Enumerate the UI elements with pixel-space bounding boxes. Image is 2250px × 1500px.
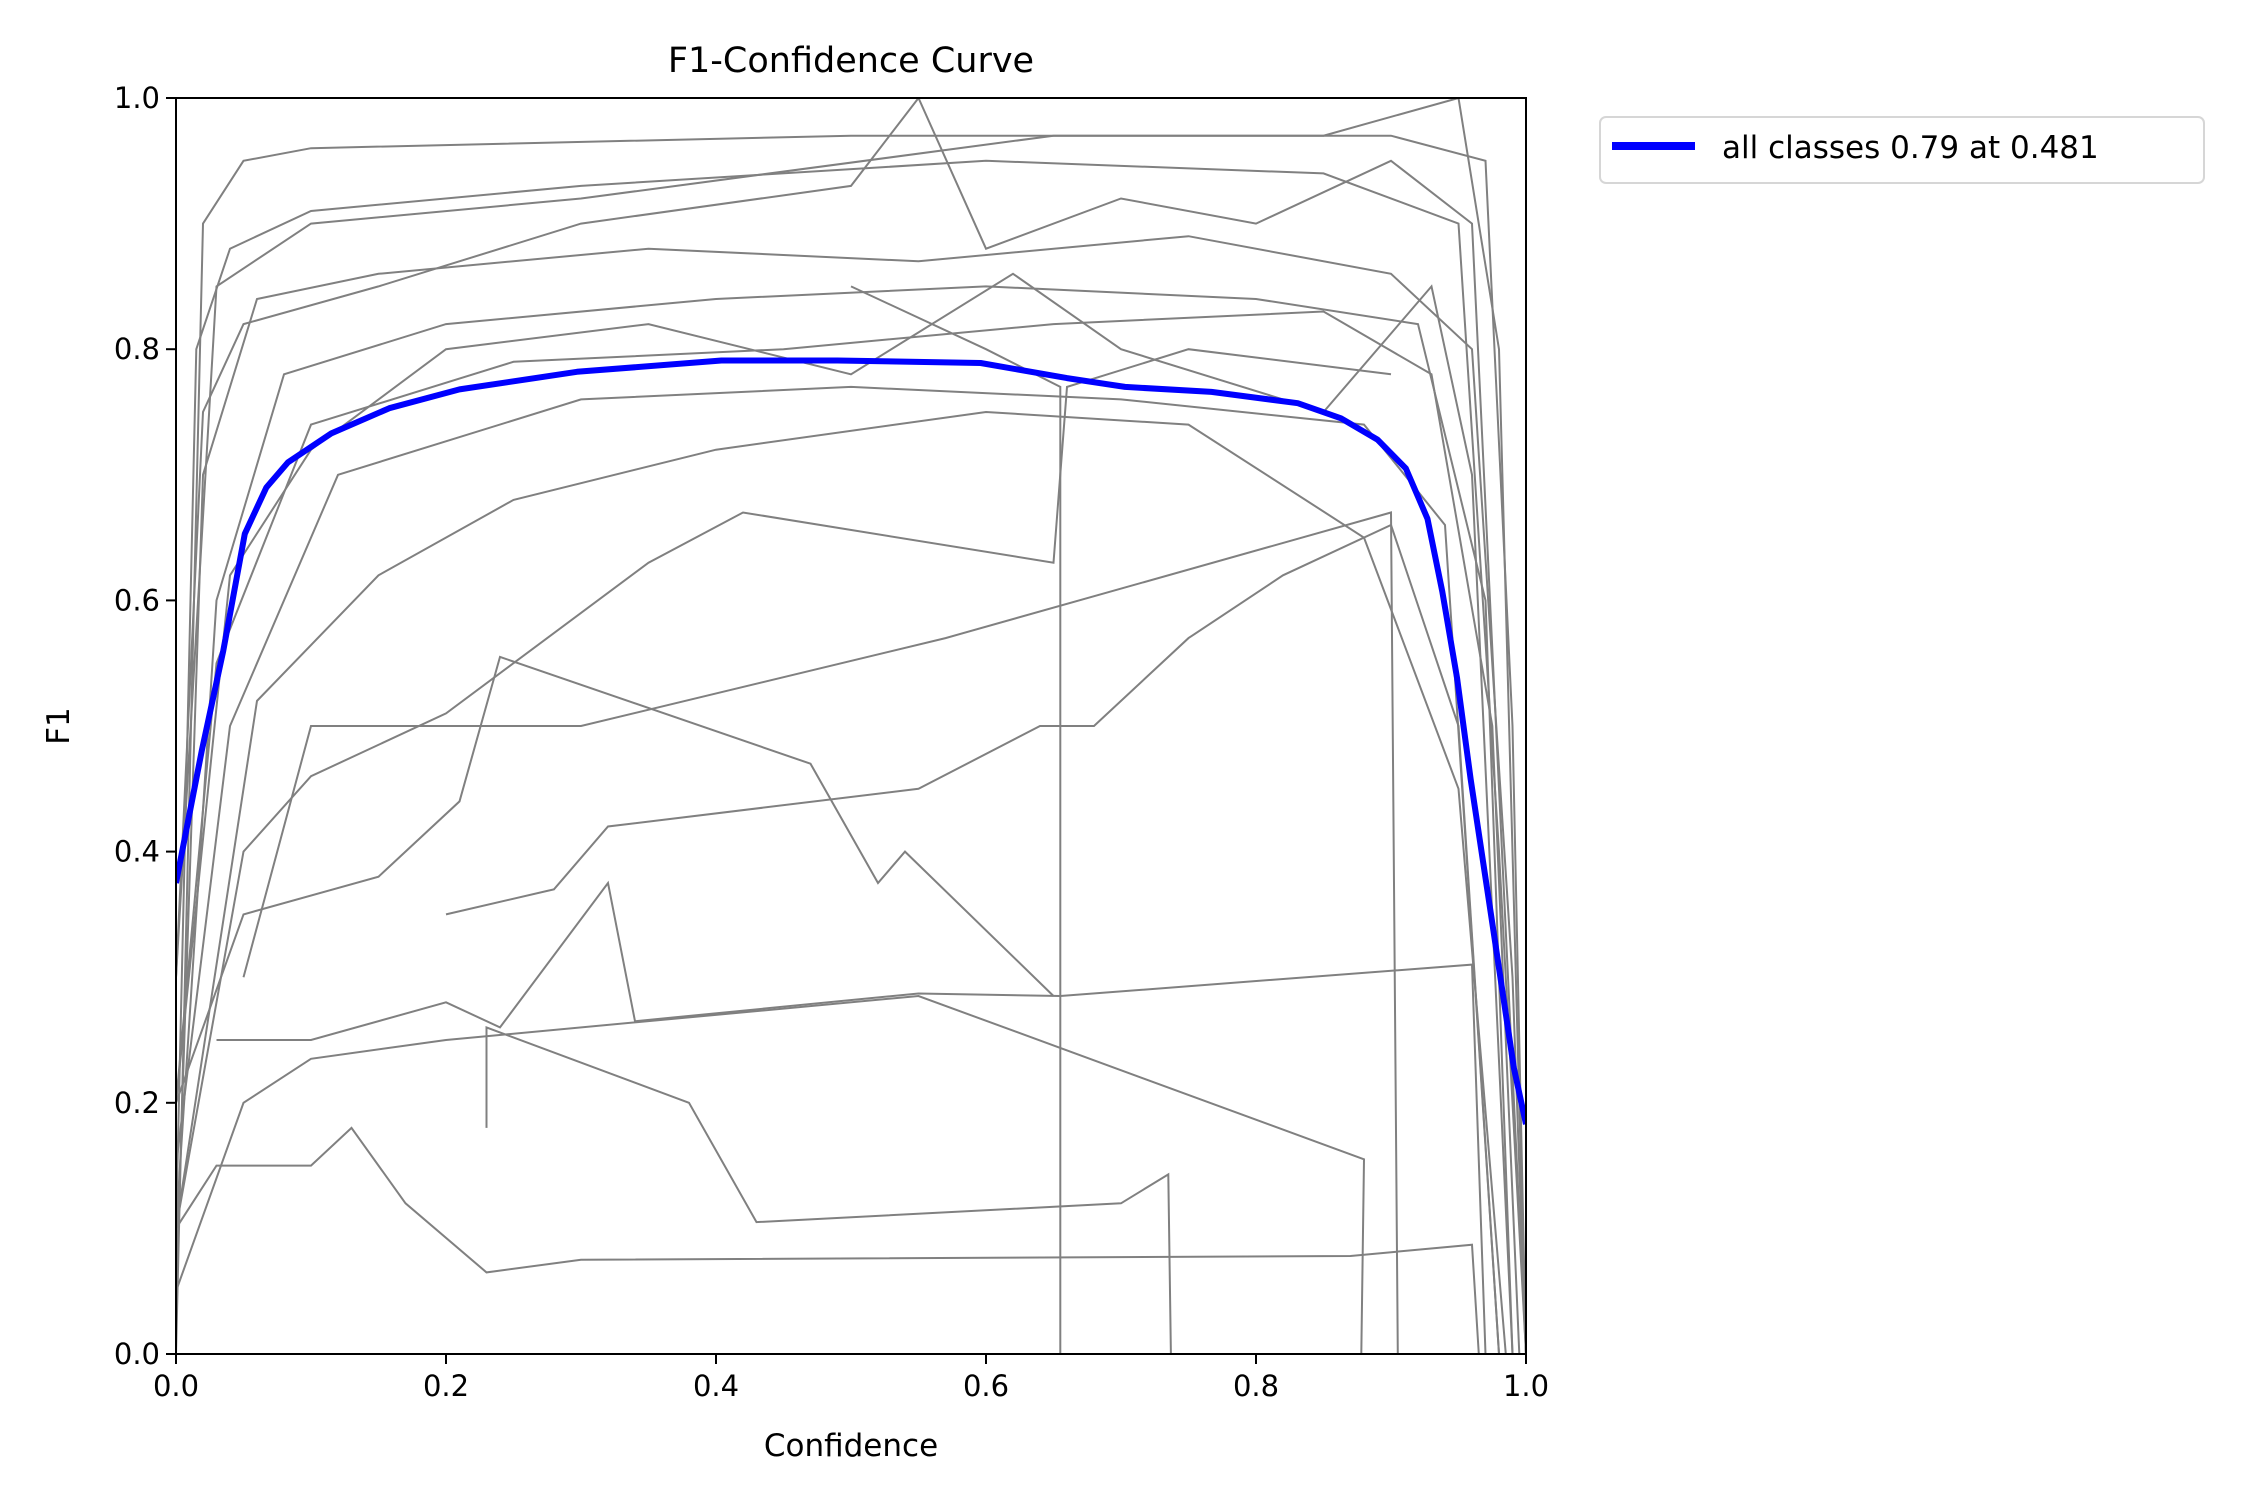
class-curve-11 xyxy=(850,285,1062,1354)
class-curve-3 xyxy=(176,285,1514,1354)
all-classes-curve xyxy=(176,357,1526,1125)
x-tick-label: 0.2 xyxy=(423,1369,469,1403)
chart-title: F1-Confidence Curve xyxy=(668,41,1034,81)
x-tick-label: 0.4 xyxy=(693,1369,739,1403)
axes-frame xyxy=(175,97,1527,1355)
class-curve-18 xyxy=(176,98,1526,1354)
plot-area xyxy=(176,98,1526,1354)
class-curve-15 xyxy=(176,98,1526,1354)
class-curve-10 xyxy=(176,348,1392,1229)
x-tick-label: 0.8 xyxy=(1233,1369,1279,1403)
legend-label-all-classes: all classes 0.79 at 0.481 xyxy=(1722,130,2099,166)
y-tick-label: 0.6 xyxy=(114,583,160,617)
x-tick-label: 1.0 xyxy=(1503,1369,1549,1403)
x-tick-label: 0.0 xyxy=(153,1369,199,1403)
class-curve-8 xyxy=(216,880,1487,1354)
class-curve-17 xyxy=(176,410,1507,1354)
y-axis-label: F1 xyxy=(41,707,77,745)
y-tick-label: 0.8 xyxy=(114,332,160,366)
class-curve-5 xyxy=(176,385,1500,1354)
y-tick-label: 0.2 xyxy=(114,1086,160,1120)
class-curve-13 xyxy=(242,511,1399,1354)
class-curve-16 xyxy=(176,272,1514,1354)
class-curve-6 xyxy=(176,1126,1480,1354)
x-tick-label: 0.6 xyxy=(963,1369,1009,1403)
y-tick-label: 0.0 xyxy=(114,1337,160,1371)
legend: all classes 0.79 at 0.481 xyxy=(1599,116,2205,184)
legend-box xyxy=(1599,116,2205,184)
x-axis-label: Confidence xyxy=(764,1428,938,1464)
class-curve-4 xyxy=(176,310,1521,1354)
class-curve-12 xyxy=(485,1025,1172,1354)
class-curve-7 xyxy=(176,994,1366,1354)
class-curve-1 xyxy=(176,159,1526,1354)
axis-ticks: 0.0 0.2 0.4 0.6 0.8 1.0 0.0 0.2 0.4 0.6 0.8 1.0 xyxy=(114,81,1549,1403)
y-tick-label: 0.4 xyxy=(114,835,160,869)
class-curve-9 xyxy=(176,655,1055,1104)
class-curve-2 xyxy=(176,235,1526,1354)
y-tick-label: 1.0 xyxy=(114,81,160,115)
class-curve-14 xyxy=(445,523,1500,1354)
